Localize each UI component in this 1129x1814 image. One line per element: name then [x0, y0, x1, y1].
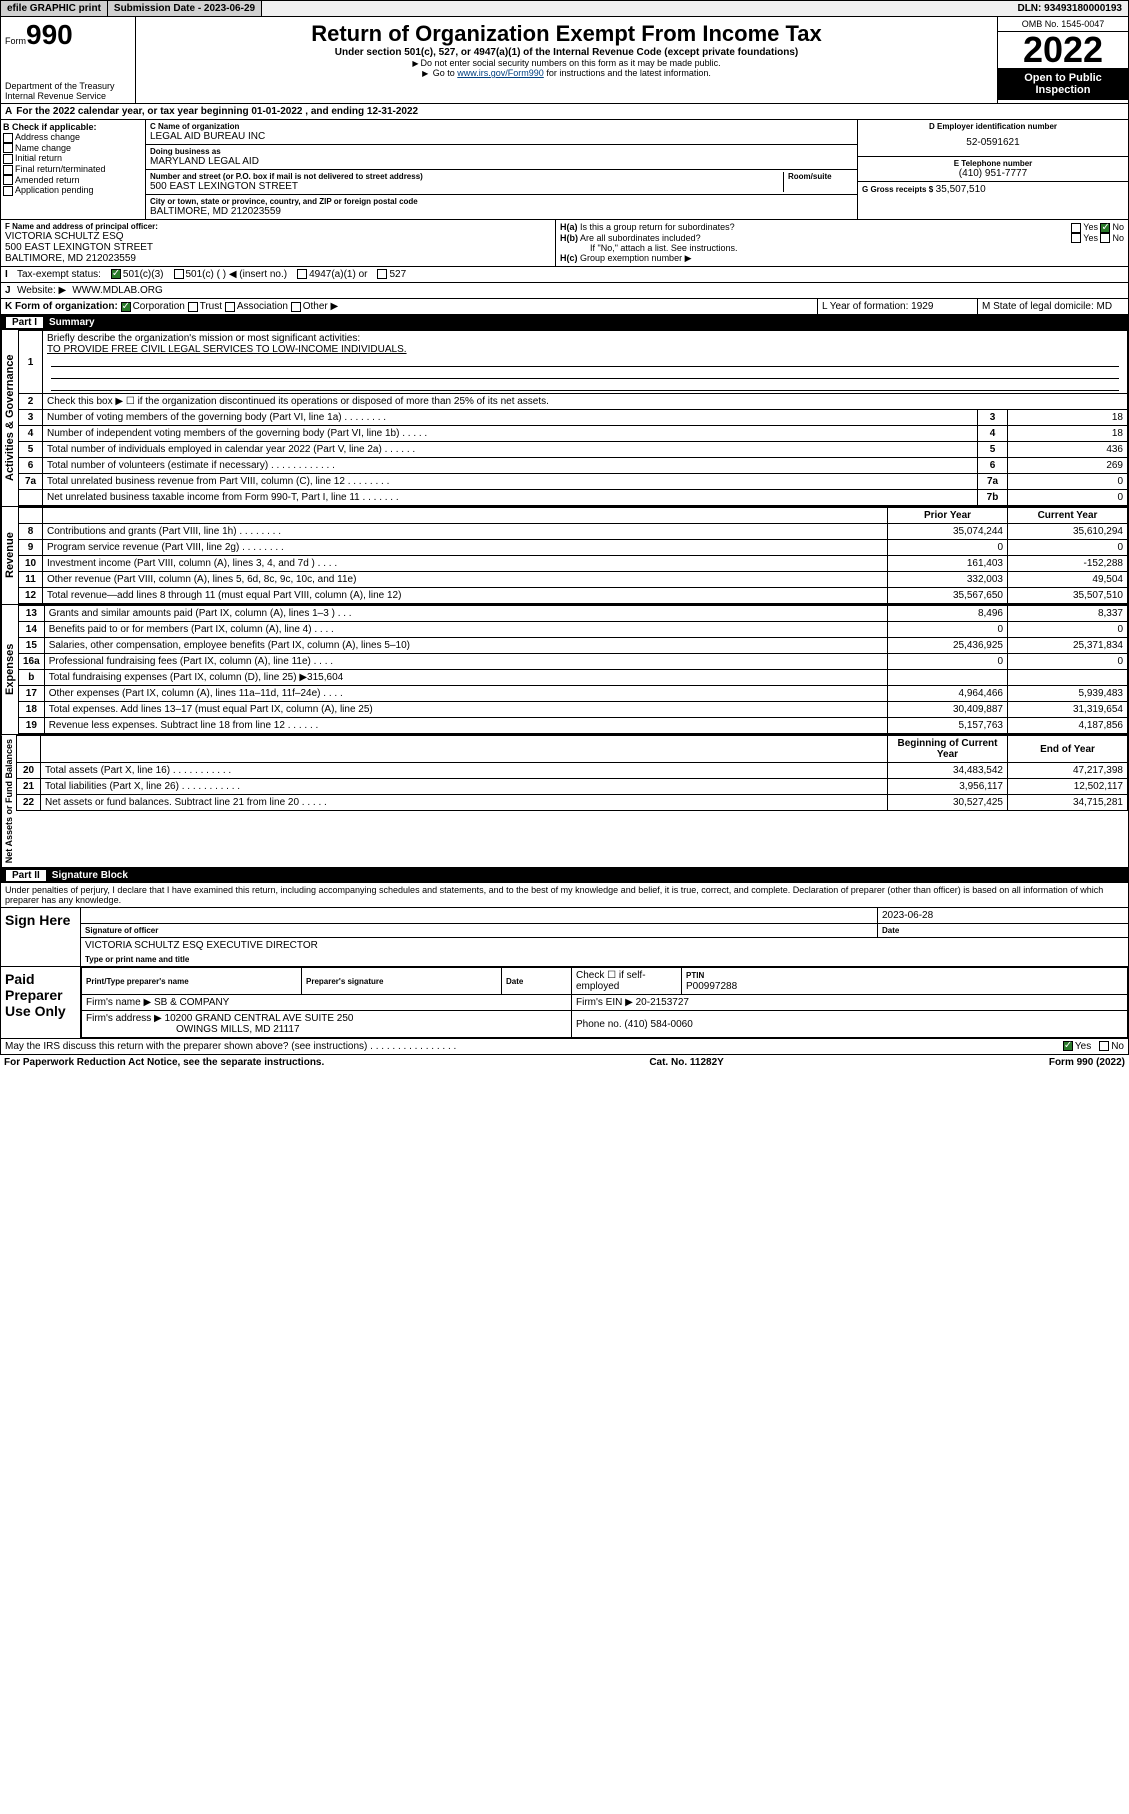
summary-exp: Expenses 13Grants and similar amounts pa… [0, 605, 1129, 735]
table-row: 9Program service revenue (Part VIII, lin… [19, 540, 1128, 556]
open-public: Open to Public Inspection [998, 68, 1128, 100]
table-row: 19Revenue less expenses. Subtract line 1… [19, 718, 1128, 734]
checkbox-address-change[interactable]: Address change [3, 132, 143, 143]
efile-btn[interactable]: efile GRAPHIC print [1, 1, 108, 16]
table-row: 4Number of independent voting members of… [19, 426, 1128, 442]
discuss-row: May the IRS discuss this return with the… [0, 1039, 1129, 1055]
checkbox-application-pending[interactable]: Application pending [3, 185, 143, 196]
form-header: Form990 Department of the Treasury Inter… [0, 17, 1129, 104]
col-DEG: D Employer identification number 52-0591… [858, 120, 1128, 219]
sig-declaration: Under penalties of perjury, I declare th… [0, 883, 1129, 908]
section-FH: F Name and address of principal officer:… [0, 220, 1129, 267]
website: WWW.MDLAB.ORG [72, 285, 163, 296]
checkbox-final-return-terminated[interactable]: Final return/terminated [3, 164, 143, 175]
k-opt-2[interactable]: Association [222, 301, 288, 312]
table-row: 3Number of voting members of the governi… [19, 410, 1128, 426]
table-row: 18Total expenses. Add lines 13–17 (must … [19, 702, 1128, 718]
table-row: 7aTotal unrelated business revenue from … [19, 474, 1128, 490]
table-row: 13Grants and similar amounts paid (Part … [19, 606, 1128, 622]
line-A: AFor the 2022 calendar year, or tax year… [0, 104, 1129, 120]
form-number: 990 [26, 19, 73, 50]
summary-na: Net Assets or Fund Balances Beginning of… [0, 735, 1129, 868]
table-row: 16aProfessional fundraising fees (Part I… [19, 654, 1128, 670]
ein: 52-0591621 [862, 131, 1124, 154]
firm-phone: (410) 584-0060 [624, 1019, 692, 1030]
line-I: I Tax-exempt status: 501(c)(3) 501(c) ( … [0, 267, 1129, 283]
line-KLM: K Form of organization: Corporation Trus… [0, 299, 1129, 315]
state: MD [1097, 301, 1113, 312]
dba: MARYLAND LEGAL AID [150, 156, 853, 167]
org-name: LEGAL AID BUREAU INC [150, 131, 853, 142]
phone: (410) 951-7777 [862, 168, 1124, 179]
subdate: Submission Date - 2023-06-29 [108, 1, 262, 16]
table-row: 5Total number of individuals employed in… [19, 442, 1128, 458]
firm-name: SB & COMPANY [154, 997, 229, 1008]
table-row: 11Other revenue (Part VIII, column (A), … [19, 572, 1128, 588]
dln: DLN: 93493180000193 [1011, 1, 1128, 16]
note1: Do not enter social security numbers on … [140, 58, 993, 68]
paid-preparer: Paid Preparer Use Only Print/Type prepar… [0, 967, 1129, 1039]
officer-sig-name: VICTORIA SCHULTZ ESQ EXECUTIVE DIRECTOR [81, 938, 1128, 953]
table-row: bTotal fundraising expenses (Part IX, co… [19, 670, 1128, 686]
form-sub: Under section 501(c), 527, or 4947(a)(1)… [140, 47, 993, 58]
k-opt-0[interactable]: Corporation [121, 301, 185, 312]
form-link[interactable]: www.irs.gov/Form990 [457, 68, 544, 78]
summary-rev: Revenue Prior YearCurrent Year 8Contribu… [0, 507, 1129, 605]
year-formation: 1929 [911, 301, 933, 312]
firm-addr1: 10200 GRAND CENTRAL AVE SUITE 250 [165, 1013, 354, 1024]
footer: For Paperwork Reduction Act Notice, see … [0, 1055, 1129, 1070]
form-prefix: Form [5, 36, 26, 46]
line-J: J Website: ▶ WWW.MDLAB.ORG [0, 283, 1129, 299]
note2: Go to www.irs.gov/Form990 for instructio… [140, 68, 993, 78]
sign-here: Sign Here Signature of officer 2023-06-2… [0, 908, 1129, 967]
table-row: 20Total assets (Part X, line 16) . . . .… [17, 763, 1128, 779]
firm-ein: 20-2153727 [636, 997, 689, 1008]
table-row: 22Net assets or fund balances. Subtract … [17, 795, 1128, 811]
mission: TO PROVIDE FREE CIVIL LEGAL SERVICES TO … [47, 344, 407, 355]
table-row: 17Other expenses (Part IX, column (A), l… [19, 686, 1128, 702]
k-opt-1[interactable]: Trust [185, 301, 222, 312]
table-row: 10Investment income (Part VIII, column (… [19, 556, 1128, 572]
table-row: 15Salaries, other compensation, employee… [19, 638, 1128, 654]
ptin: P00997288 [686, 981, 737, 992]
checkbox-amended-return[interactable]: Amended return [3, 175, 143, 186]
checkbox-name-change[interactable]: Name change [3, 143, 143, 154]
firm-addr2: OWINGS MILLS, MD 21117 [86, 1024, 300, 1035]
dept: Department of the Treasury [5, 81, 131, 91]
summary-ag: Activities & Governance 1 Briefly descri… [0, 330, 1129, 507]
irs: Internal Revenue Service [5, 91, 131, 101]
part1-bar: Part I Summary [0, 315, 1129, 330]
street: 500 EAST LEXINGTON STREET [150, 181, 783, 192]
topbar: efile GRAPHIC print Submission Date - 20… [0, 0, 1129, 17]
form-title: Return of Organization Exempt From Incom… [140, 21, 993, 47]
city: BALTIMORE, MD 212023559 [150, 206, 853, 217]
part2-bar: Part II Signature Block [0, 868, 1129, 883]
col-C: C Name of organization LEGAL AID BUREAU … [146, 120, 858, 219]
k-opt-3[interactable]: Other ▶ [288, 301, 338, 312]
officer-name: VICTORIA SCHULTZ ESQ [5, 231, 551, 242]
table-row: 12Total revenue—add lines 8 through 11 (… [19, 588, 1128, 604]
table-row: 21Total liabilities (Part X, line 26) . … [17, 779, 1128, 795]
sig-date: 2023-06-28 [878, 908, 1128, 924]
section-BCDE: B Check if applicable: Address changeNam… [0, 120, 1129, 220]
checkbox-initial-return[interactable]: Initial return [3, 153, 143, 164]
table-row: 8Contributions and grants (Part VIII, li… [19, 524, 1128, 540]
table-row: 14Benefits paid to or for members (Part … [19, 622, 1128, 638]
tax-year: 2022 [998, 32, 1128, 68]
table-row: 6Total number of volunteers (estimate if… [19, 458, 1128, 474]
col-B: B Check if applicable: Address changeNam… [1, 120, 146, 219]
table-row: Net unrelated business taxable income fr… [19, 490, 1128, 506]
gross-receipts: 35,507,510 [936, 184, 986, 195]
